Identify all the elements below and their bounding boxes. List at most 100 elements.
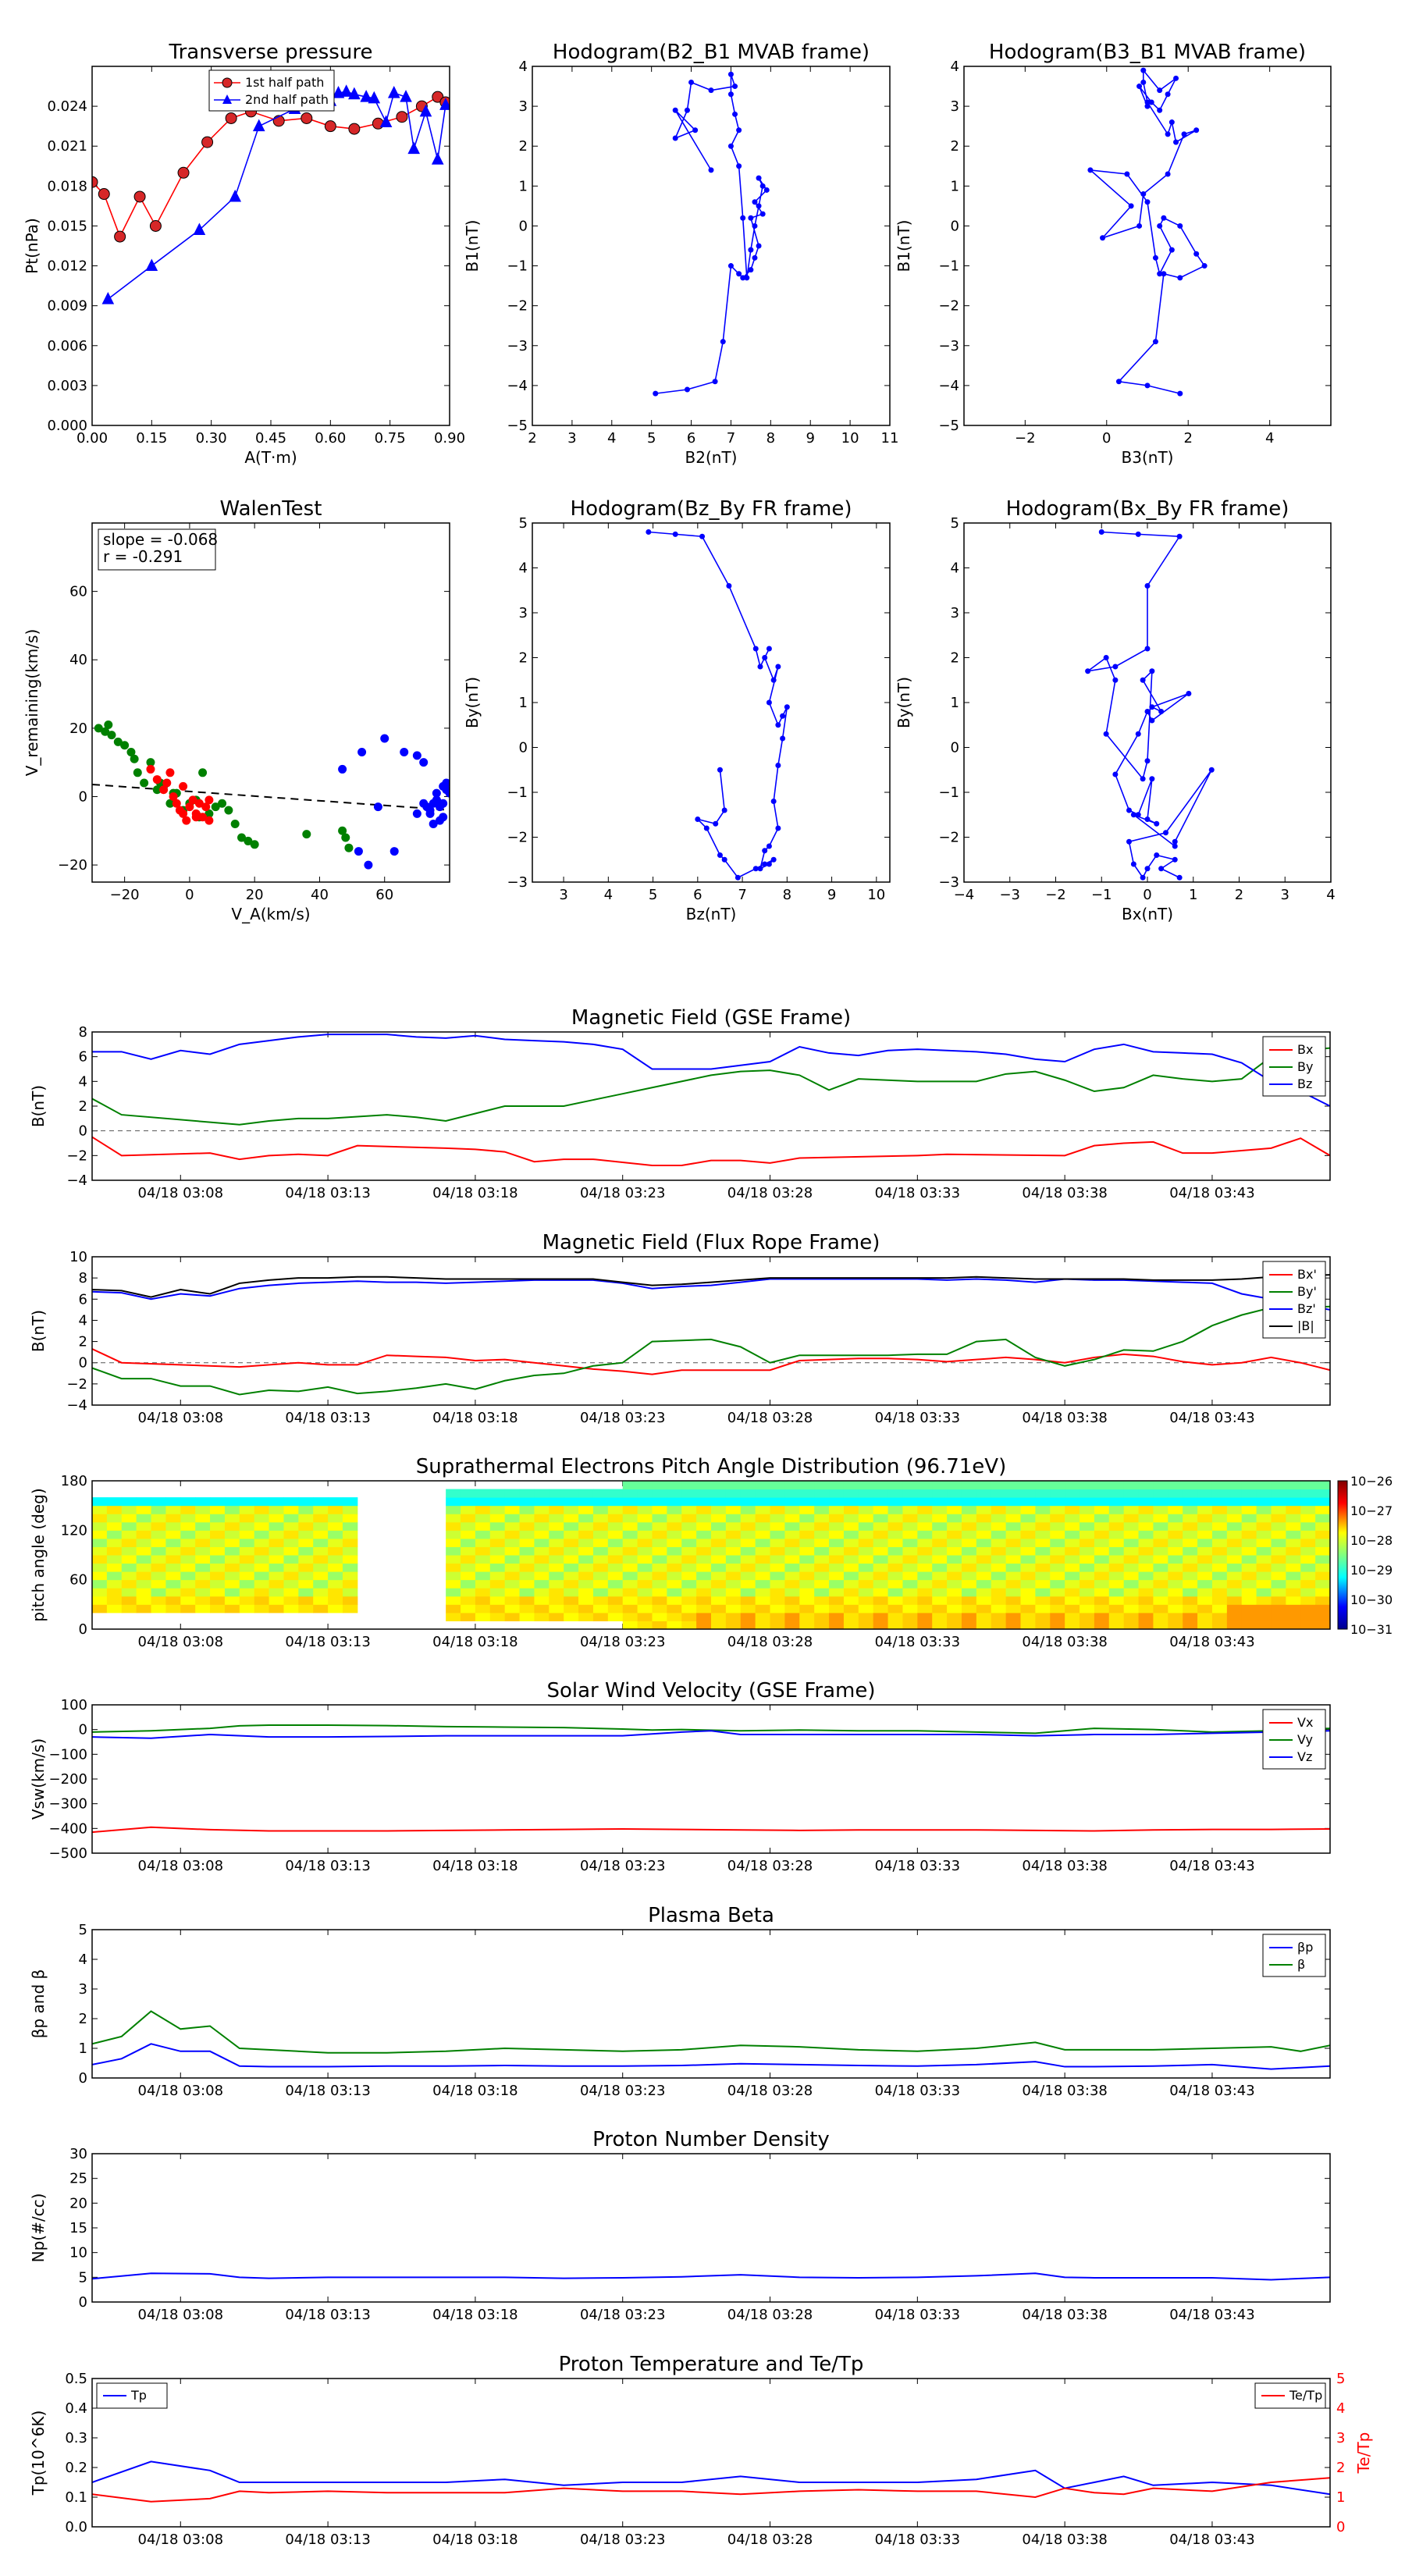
heatmap-cell — [195, 1514, 211, 1523]
heatmap-cell — [313, 1538, 329, 1547]
data-point — [1130, 861, 1136, 867]
data-point — [699, 533, 706, 539]
data-point — [152, 775, 162, 785]
heatmap-cell — [1050, 1521, 1065, 1531]
heatmap-cell — [1035, 1546, 1051, 1556]
heatmap-cell — [947, 1481, 962, 1490]
heatmap-cell — [1065, 1514, 1080, 1523]
heatmap-cell — [637, 1621, 653, 1629]
y-tick-label: −1 — [938, 785, 959, 801]
heatmap-cell — [991, 1489, 1007, 1498]
heatmap-cell — [814, 1571, 830, 1581]
heatmap-cell — [607, 1497, 624, 1507]
heatmap-cell — [1153, 1604, 1168, 1614]
heatmap-cell — [180, 1538, 196, 1547]
panel-title: Magnetic Field (Flux Rope Frame) — [542, 1231, 880, 1254]
x-tick-label: 9 — [827, 887, 836, 903]
heatmap-cell — [1300, 1530, 1316, 1539]
heatmap-cell — [578, 1563, 594, 1572]
heatmap-cell — [254, 1514, 270, 1523]
heatmap-cell — [151, 1555, 166, 1564]
heatmap-cell — [1065, 1481, 1080, 1490]
x-tick-label: 04/18 03:13 — [285, 2307, 370, 2323]
heatmap-cell — [592, 1571, 609, 1581]
heatmap-cell — [1168, 1521, 1183, 1531]
heatmap-cell — [269, 1588, 284, 1597]
heatmap-cell — [814, 1563, 830, 1572]
heatmap-cell — [681, 1530, 697, 1539]
heatmap-cell — [961, 1621, 977, 1629]
annotation-text: r = -0.291 — [103, 547, 183, 566]
heatmap-cell — [224, 1596, 240, 1605]
data-point — [179, 809, 188, 818]
heatmap-cell — [1035, 1505, 1051, 1514]
heatmap-cell — [1286, 1612, 1301, 1621]
heatmap-cell — [1108, 1481, 1125, 1490]
heatmap-cell — [947, 1505, 962, 1514]
heatmap-cell — [1241, 1555, 1257, 1564]
heatmap-cell — [592, 1604, 609, 1614]
heatmap-cell — [1138, 1596, 1154, 1605]
heatmap-cell — [961, 1588, 977, 1597]
heatmap-cell — [578, 1497, 594, 1507]
heatmap-cell — [1168, 1489, 1183, 1498]
heatmap-cell — [755, 1571, 771, 1581]
data-point — [1177, 222, 1183, 229]
heatmap-cell — [843, 1521, 859, 1531]
panel-ts_vsw: Solar Wind Velocity (GSE Frame)1000−100−… — [29, 1679, 1331, 1874]
y-tick-label: 3 — [79, 1981, 87, 1998]
heatmap-cell — [740, 1521, 756, 1531]
data-point — [1157, 107, 1163, 113]
data-point — [1165, 91, 1171, 98]
heatmap-cell — [313, 1604, 329, 1614]
data-point — [1168, 247, 1175, 253]
heatmap-cell — [681, 1571, 697, 1581]
heatmap-cell — [784, 1538, 800, 1547]
x-tick-label: 04/18 03:28 — [727, 2532, 813, 2548]
data-point — [732, 111, 738, 117]
heatmap-cell — [843, 1481, 859, 1490]
heatmap-cell — [1123, 1596, 1140, 1605]
heatmap-cell — [829, 1596, 845, 1605]
heatmap-cell — [328, 1538, 343, 1547]
heatmap-cell — [489, 1505, 506, 1514]
data-point — [1172, 843, 1178, 849]
data-point — [766, 861, 772, 867]
heatmap-cell — [991, 1538, 1007, 1547]
data-point — [205, 816, 214, 825]
heatmap-cell — [475, 1514, 491, 1523]
series-line — [92, 1826, 1330, 1834]
heatmap-cell — [534, 1546, 550, 1556]
heatmap-cell — [549, 1546, 564, 1556]
heatmap-cell — [446, 1588, 461, 1597]
data-point — [341, 833, 350, 842]
heatmap-cell — [1094, 1571, 1110, 1581]
heatmap-cell — [1315, 1621, 1330, 1629]
data-point — [354, 847, 363, 856]
series-line — [92, 96, 446, 239]
heatmap-cell — [106, 1538, 123, 1547]
heatmap-cell — [180, 1596, 196, 1605]
heatmap-cell — [504, 1604, 521, 1614]
data-point — [1144, 583, 1151, 589]
heatmap-cell — [1138, 1621, 1154, 1629]
data-point — [357, 748, 367, 757]
data-point — [757, 866, 763, 872]
heatmap-cell — [1153, 1596, 1168, 1605]
heatmap-cell — [210, 1546, 226, 1556]
heatmap-cell — [637, 1489, 653, 1498]
data-point — [92, 176, 98, 188]
heatmap-cell — [239, 1571, 255, 1581]
heatmap-cell — [519, 1596, 535, 1605]
heatmap-cell — [725, 1604, 742, 1614]
legend-label: β — [1297, 1957, 1305, 1972]
data-point — [672, 135, 678, 141]
axes-frame — [91, 2378, 1331, 2528]
heatmap-cell — [1153, 1481, 1168, 1490]
x-tick-label: −20 — [110, 887, 140, 903]
heatmap-cell — [873, 1497, 889, 1507]
heatmap-cell — [843, 1530, 859, 1539]
heatmap-cell — [1226, 1521, 1243, 1531]
x-tick-label: 5 — [647, 430, 656, 447]
heatmap-cell — [740, 1497, 756, 1507]
